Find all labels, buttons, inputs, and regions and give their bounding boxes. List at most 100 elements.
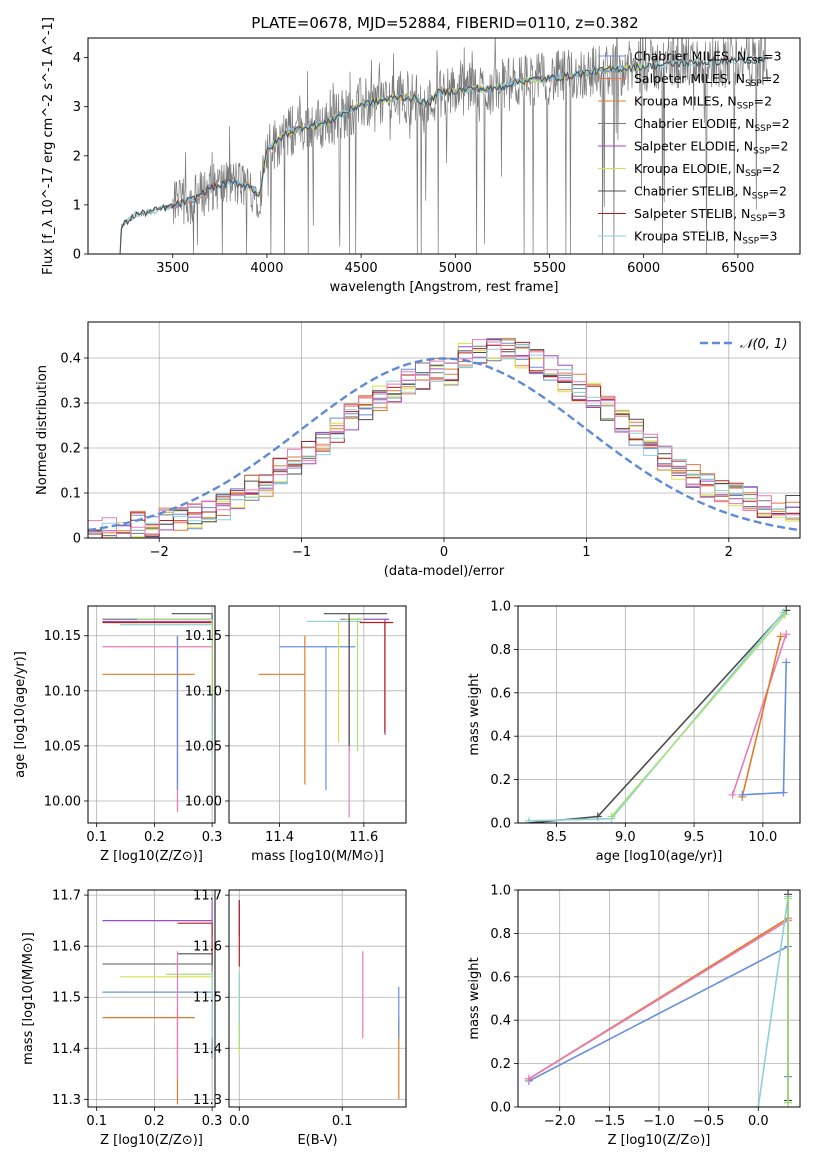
legend-label: Chabrier MILES, NSSP=3 (634, 49, 782, 67)
weight-series-line (742, 662, 787, 796)
figure-title: PLATE=0678, MJD=52884, FIBERID=0110, z=0… (251, 14, 638, 32)
x-tick-label: −2.0 (544, 1114, 576, 1129)
data-point (340, 618, 362, 752)
y-axis-label: Normed distribution (35, 365, 50, 495)
y-tick-label: 0.6 (490, 970, 511, 985)
x-tick-label: 0.1 (86, 1114, 107, 1129)
x-axis-label: age [log10(age/yr)] (596, 849, 723, 864)
y-tick-label: 11.5 (52, 991, 81, 1006)
panel-mass_vs_ebv: 0.0 0.1 11.3 11.4 11.5 11.6 11.7 E(B-V) (193, 889, 407, 1148)
plus-marker (728, 790, 737, 799)
y-tick-label: 2 (73, 149, 81, 164)
x-tick-label: 10.0 (748, 830, 777, 845)
x-axis-label: mass [log10(M/M⊙)] (251, 849, 384, 864)
data-point (359, 621, 394, 733)
panel-mass_vs_Z: 0.1 0.2 0.3 11.3 11.4 11.5 11.6 11.7 Z [log10(Z/… (21, 889, 222, 1148)
data-point (344, 618, 366, 752)
legend-label: Salpeter MILES, NSSP=2 (634, 71, 780, 89)
y-tick-label: 11.4 (193, 1042, 222, 1057)
legend-label: Kroupa MILES, NSSP=2 (634, 94, 772, 112)
axes-frame (87, 321, 801, 539)
plot-area (88, 337, 800, 538)
plus-marker (754, 1103, 763, 1107)
panel-weight_vs_age: 8.5 9.0 9.5 10.0 0.0 0.2 0.4 0.6 0.8 1.0 age [log1… (467, 600, 801, 864)
y-tick-label: 10.05 (185, 739, 222, 754)
plus-marker (779, 788, 788, 797)
x-tick-label: 4500 (345, 261, 378, 276)
x-tick-label: −1.0 (643, 1114, 675, 1129)
panel-age_vs_Z: 0.1 0.2 0.3 10.00 10.05 10.10 10.15 Z [log10(Z/… (13, 605, 223, 864)
data-point (137, 618, 213, 697)
weight-series-line (528, 945, 789, 1082)
y-tick-label: 0.6 (490, 686, 511, 701)
x-tick-label: 1 (582, 545, 590, 560)
y-tick-label: 1.0 (490, 600, 511, 615)
residuals-legend: 𝒩(0, 1) (700, 337, 787, 352)
y-tick-label: 10.15 (185, 629, 222, 644)
axes-frame (228, 605, 407, 824)
x-tick-label: 0.0 (229, 1114, 250, 1129)
axes-frame (517, 605, 801, 824)
y-tick-label: 0.2 (490, 773, 511, 788)
plot-area (102, 613, 213, 812)
y-tick-label: 10.05 (44, 739, 81, 754)
x-tick-label: 9.5 (684, 830, 705, 845)
plus-marker (782, 630, 791, 639)
x-tick-label: 6500 (721, 261, 754, 276)
plus-marker (525, 816, 534, 823)
plus-marker (784, 894, 793, 903)
plus-marker (776, 632, 785, 641)
x-tick-label: 0.2 (144, 830, 165, 845)
y-tick-label: 11.4 (52, 1042, 81, 1057)
y-tick-label: 0.1 (60, 487, 81, 502)
x-tick-label: 0.1 (332, 1114, 353, 1129)
plot-area (258, 613, 394, 818)
panel-spectrum: 3500 4000 4500 5000 5500 6000 6500 0 1 2 3 4 wavelen… (41, 17, 801, 295)
x-tick-label: 8.5 (546, 830, 567, 845)
y-tick-label: 3 (73, 100, 81, 115)
plus-marker (780, 610, 789, 619)
plot-area (525, 606, 791, 823)
plus-marker (738, 790, 747, 799)
panel-weight_vs_Z: −2.0 −1.5 −1.0 −0.5 0.0 0.0 0.2 0.4 0.6 0.8 1.0 Z [… (467, 884, 801, 1148)
legend-label: Kroupa ELODIE, NSSP=2 (634, 161, 780, 179)
y-tick-label: 0.4 (490, 730, 511, 745)
y-tick-label: 0.2 (490, 1057, 511, 1072)
legend-label: Chabrier STELIB, NSSP=2 (634, 184, 787, 202)
x-tick-label: −0.5 (693, 1114, 725, 1129)
panel-residuals: −2 −1 0 1 2 0 0.1 0.2 0.3 0.4 (data-model)/error No… (35, 321, 801, 579)
data-point (177, 953, 213, 965)
x-tick-label: 3500 (156, 261, 189, 276)
x-tick-label: 0.0 (748, 1114, 769, 1129)
y-tick-label: 10.00 (44, 794, 81, 809)
axes-frame (517, 889, 801, 1108)
data-point (102, 635, 195, 790)
x-tick-label: 0.3 (202, 830, 223, 845)
data-point (102, 1007, 195, 1105)
y-tick-label: 10.10 (44, 684, 81, 699)
plus-marker (607, 812, 616, 821)
y-tick-label: 0.4 (490, 1014, 511, 1029)
y-tick-label: 0.4 (60, 352, 81, 367)
axes-frame (87, 889, 216, 1108)
y-tick-label: 0.0 (490, 817, 511, 832)
weight-series-line (528, 609, 787, 823)
data-point (165, 973, 213, 985)
plus-marker (784, 1098, 793, 1107)
axes-frame (87, 37, 801, 255)
y-tick-label: 0.8 (490, 927, 511, 942)
y-tick-label: 0.3 (60, 397, 81, 412)
data-point (279, 646, 356, 790)
x-tick-label: 0.1 (86, 830, 107, 845)
y-tick-label: 10.00 (185, 794, 222, 809)
x-axis-label: (data-model)/error (384, 564, 505, 579)
legend-label: Kroupa STELIB, NSSP=3 (634, 229, 778, 247)
y-tick-label: 0.8 (490, 643, 511, 658)
plot-area (119, 38, 769, 254)
axes-frame (228, 889, 407, 1108)
histogram-pink (88, 339, 800, 538)
model-line-chabrier_stelib (119, 55, 769, 254)
data-point (102, 635, 213, 812)
y-tick-label: 0 (73, 532, 81, 547)
